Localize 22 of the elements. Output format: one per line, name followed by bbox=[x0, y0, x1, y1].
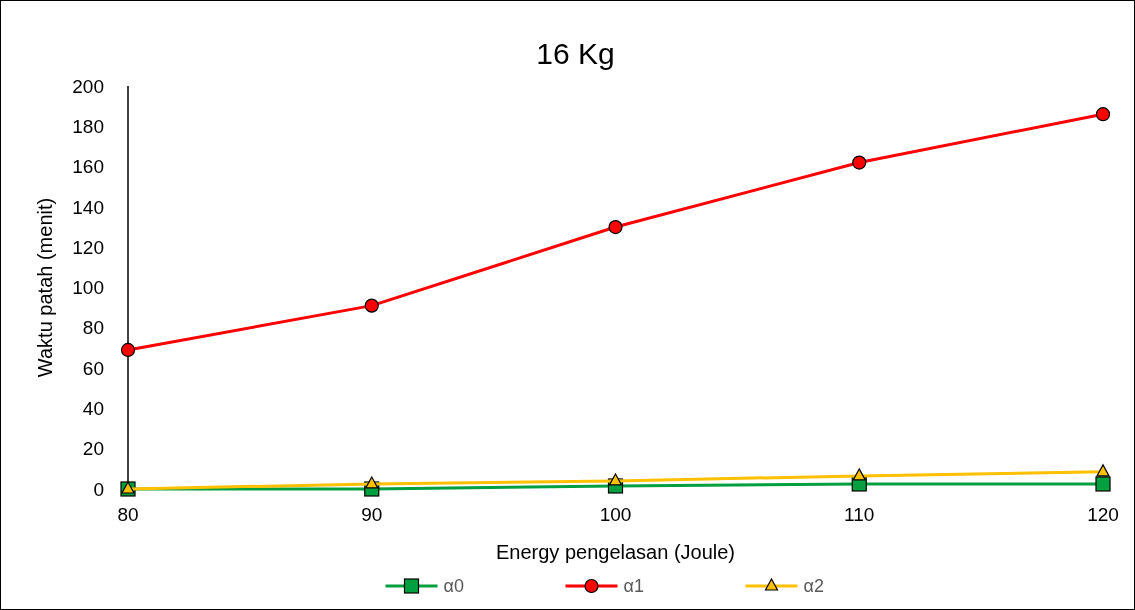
y-tick-label: 100 bbox=[72, 277, 104, 299]
x-tick-label: 80 bbox=[117, 504, 139, 525]
x-axis-title: Energy pengelasan (Joule) bbox=[495, 541, 736, 563]
y-tick-label: 60 bbox=[82, 357, 104, 379]
y-axis-title: Waktu patah (menit) bbox=[34, 197, 56, 378]
legend-label: α1 bbox=[623, 576, 644, 597]
legend-label: α0 bbox=[443, 576, 464, 597]
x-tick-label: 90 bbox=[361, 504, 383, 525]
y-tick-label: 160 bbox=[72, 156, 104, 178]
y-tick-label: 200 bbox=[72, 75, 104, 97]
x-tick-label: 120 bbox=[1087, 504, 1119, 525]
y-tick-label: 0 bbox=[93, 478, 104, 500]
y-tick-label: 140 bbox=[72, 196, 104, 218]
y-tick-label: 180 bbox=[72, 115, 104, 137]
y-tick-label: 80 bbox=[82, 317, 104, 339]
y-tick-label: 40 bbox=[82, 398, 104, 420]
y-tick-label: 20 bbox=[82, 438, 104, 460]
legend-label: α2 bbox=[803, 576, 824, 597]
x-tick-label: 110 bbox=[844, 504, 875, 525]
y-tick-label: 120 bbox=[72, 236, 104, 258]
chart-title: 16 Kg bbox=[536, 37, 615, 70]
x-tick-label: 100 bbox=[599, 504, 632, 525]
